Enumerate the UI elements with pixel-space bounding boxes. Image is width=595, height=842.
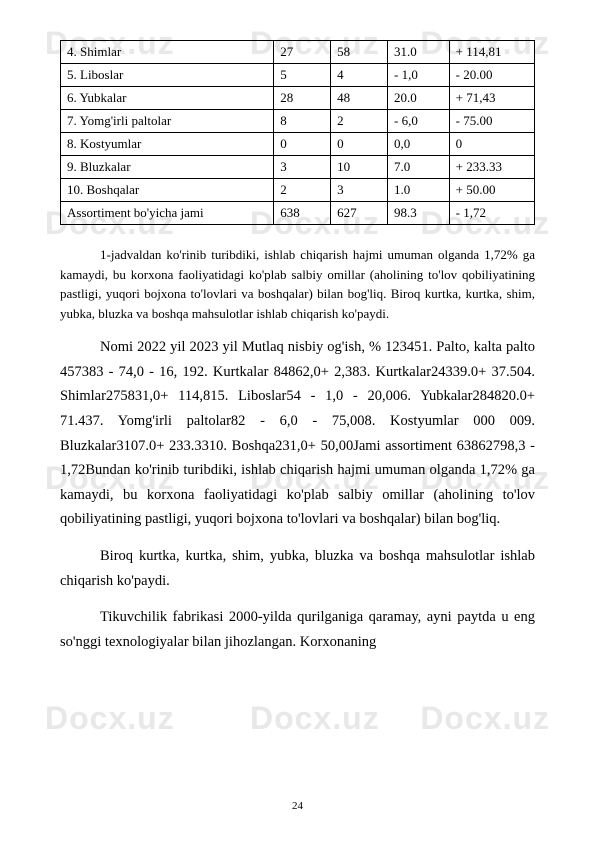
table-row: 5. Liboslar 5 4 - 1,0 - 20.00 bbox=[61, 64, 535, 87]
table-row: 4. Shimlar 27 58 31.0 + 114,81 bbox=[61, 41, 535, 64]
table-cell: 10. Boshqalar bbox=[61, 179, 274, 202]
table-cell: 0 bbox=[274, 133, 331, 156]
table-row: 7. Yomg'irli paltolar 8 2 - 6,0 - 75.00 bbox=[61, 110, 535, 133]
table-cell: - 1,0 bbox=[388, 64, 450, 87]
table-cell: 1.0 bbox=[388, 179, 450, 202]
table-cell: 48 bbox=[331, 87, 388, 110]
table-cell: - 20.00 bbox=[449, 64, 534, 87]
table-cell: 0 bbox=[331, 133, 388, 156]
table-cell: 98.3 bbox=[388, 202, 450, 225]
table-cell: 7. Yomg'irli paltolar bbox=[61, 110, 274, 133]
document-content: 4. Shimlar 27 58 31.0 + 114,81 5. Libosl… bbox=[60, 40, 535, 655]
table-cell: 2 bbox=[331, 110, 388, 133]
table-cell: 4 bbox=[331, 64, 388, 87]
table-cell: 28 bbox=[274, 87, 331, 110]
table-cell: - 6,0 bbox=[388, 110, 450, 133]
table-cell: 6. Yubkalar bbox=[61, 87, 274, 110]
table-row: 8. Kostyumlar 0 0 0,0 0 bbox=[61, 133, 535, 156]
table-cell: 3 bbox=[274, 156, 331, 179]
table-cell: + 114,81 bbox=[449, 41, 534, 64]
table-row: 9. Bluzkalar 3 10 7.0 + 233.33 bbox=[61, 156, 535, 179]
table-cell: 4. Shimlar bbox=[61, 41, 274, 64]
table-cell: 5 bbox=[274, 64, 331, 87]
table-cell: + 233.33 bbox=[449, 156, 534, 179]
table-cell: 627 bbox=[331, 202, 388, 225]
table-cell: - 1,72 bbox=[449, 202, 534, 225]
table-row: 6. Yubkalar 28 48 20.0 + 71,43 bbox=[61, 87, 535, 110]
paragraph: 1-jadvaldan ko'rinib turibdiki, ishlab c… bbox=[60, 245, 535, 323]
table-cell: 31.0 bbox=[388, 41, 450, 64]
table-cell: + 50.00 bbox=[449, 179, 534, 202]
table-cell: - 75.00 bbox=[449, 110, 534, 133]
table-cell: 9. Bluzkalar bbox=[61, 156, 274, 179]
table-cell: 2 bbox=[274, 179, 331, 202]
table-cell: 0,0 bbox=[388, 133, 450, 156]
table-cell: 8 bbox=[274, 110, 331, 133]
watermark: Docx.uz bbox=[250, 700, 380, 737]
watermark: Docx.uz bbox=[420, 700, 550, 737]
table-cell: 10 bbox=[331, 156, 388, 179]
paragraph: Biroq kurtka, kurtka, shim, yubka, bluzk… bbox=[60, 544, 535, 593]
table-cell: 0 bbox=[449, 133, 534, 156]
table-cell: + 71,43 bbox=[449, 87, 534, 110]
table-cell: 7.0 bbox=[388, 156, 450, 179]
table-cell: 20.0 bbox=[388, 87, 450, 110]
table-cell: Assortiment bo'yicha jami bbox=[61, 202, 274, 225]
table-cell: 58 bbox=[331, 41, 388, 64]
table-cell: 3 bbox=[331, 179, 388, 202]
table-cell: 638 bbox=[274, 202, 331, 225]
page-number: 24 bbox=[292, 800, 303, 812]
paragraph: Tikuvchilik fabrikasi 2000-yilda qurilga… bbox=[60, 605, 535, 654]
table-cell: 5. Liboslar bbox=[61, 64, 274, 87]
paragraph: Nomi 2022 yil 2023 yil Mutlaq nisbiy og'… bbox=[60, 335, 535, 532]
table-row: Assortiment bo'yicha jami 638 627 98.3 -… bbox=[61, 202, 535, 225]
table-row: 10. Boshqalar 2 3 1.0 + 50.00 bbox=[61, 179, 535, 202]
table-cell: 8. Kostyumlar bbox=[61, 133, 274, 156]
data-table: 4. Shimlar 27 58 31.0 + 114,81 5. Libosl… bbox=[60, 40, 535, 225]
table-cell: 27 bbox=[274, 41, 331, 64]
watermark: Docx.uz bbox=[45, 700, 175, 737]
